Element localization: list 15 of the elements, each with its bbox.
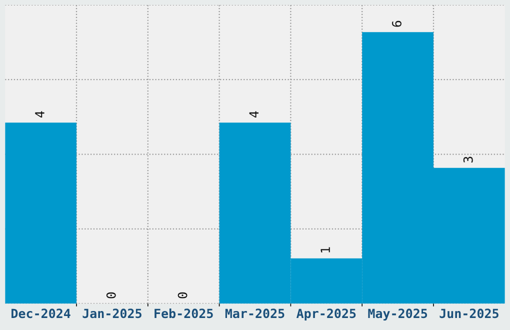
data-label: 1 bbox=[320, 247, 330, 252]
data-label: 0 bbox=[106, 292, 116, 298]
x-tick-label: Jan-2025 bbox=[82, 308, 142, 318]
x-tick-label: Jun-2025 bbox=[440, 308, 498, 318]
data-label: 6 bbox=[392, 20, 402, 27]
x-tick-label: Feb-2025 bbox=[154, 308, 213, 318]
x-tick-label: Apr-2025 bbox=[296, 308, 356, 321]
data-label: 4 bbox=[35, 111, 44, 118]
x-tick-label: Mar-2025 bbox=[225, 308, 284, 318]
x-tick-label: Dec-2024 bbox=[12, 308, 70, 318]
data-label: 3 bbox=[463, 156, 473, 163]
data-label: 4 bbox=[249, 111, 258, 118]
x-tick-label: May-2025 bbox=[368, 308, 428, 321]
data-label: 0 bbox=[178, 292, 188, 298]
bar bbox=[5, 122, 76, 304]
